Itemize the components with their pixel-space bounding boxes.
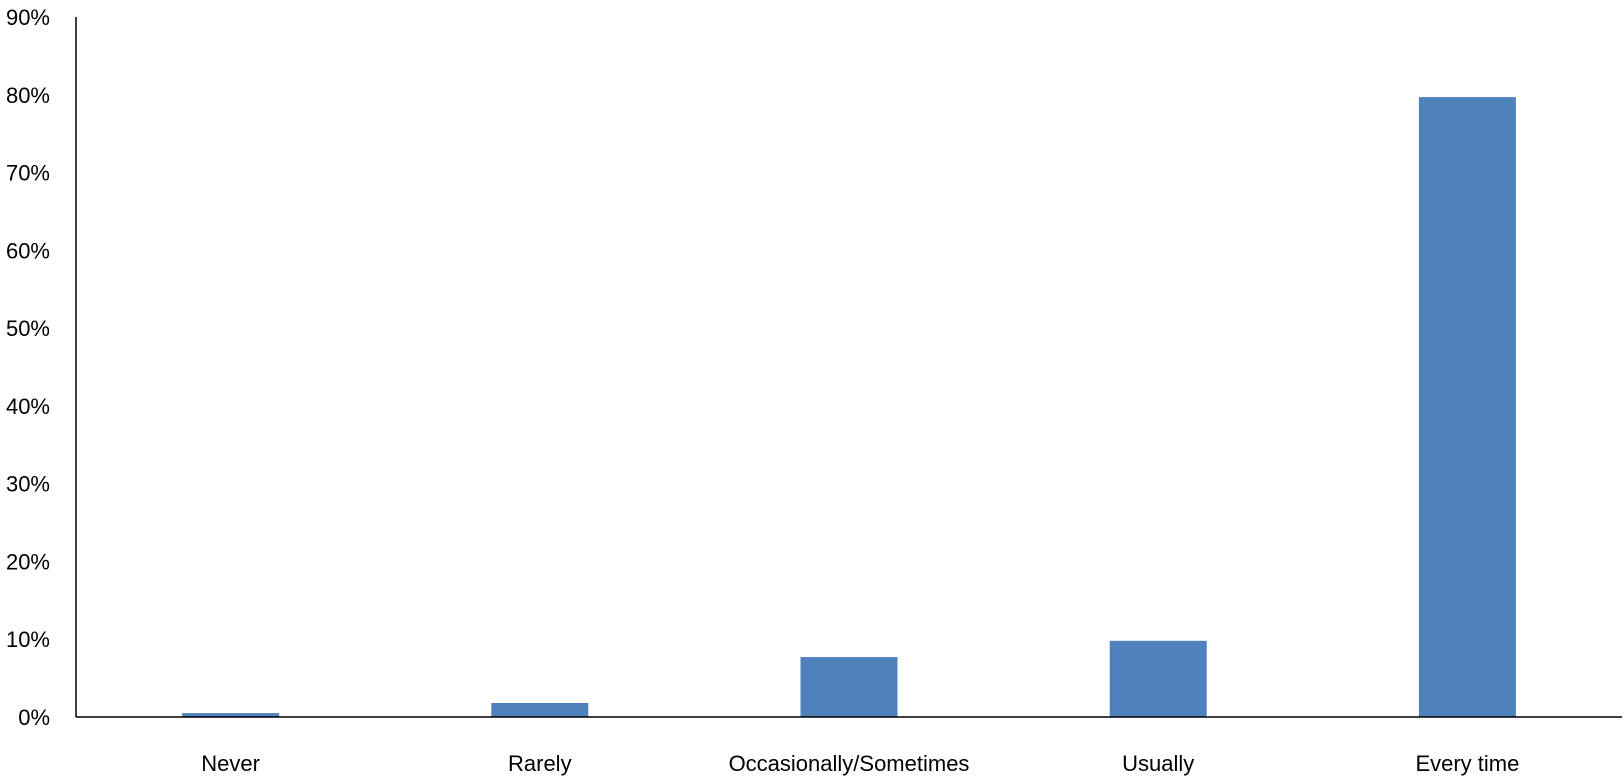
y-tick-label: 80% bbox=[6, 83, 50, 108]
y-tick-label: 90% bbox=[6, 5, 50, 30]
bar-rarely bbox=[491, 703, 588, 717]
x-category-label: Every time bbox=[1415, 751, 1519, 776]
y-tick-label: 50% bbox=[6, 316, 50, 341]
x-category-label: Rarely bbox=[508, 751, 572, 776]
bar-every-time bbox=[1419, 97, 1516, 717]
y-axis-ticks: 0% 10% 20% 30% 40% 50% 60% 70% 80% 90% bbox=[6, 5, 50, 730]
y-tick-label: 0% bbox=[18, 705, 50, 730]
bars bbox=[182, 97, 1516, 717]
x-category-label: Occasionally/Sometimes bbox=[729, 751, 970, 776]
y-tick-label: 20% bbox=[6, 549, 50, 574]
y-tick-label: 60% bbox=[6, 238, 50, 263]
y-tick-label: 70% bbox=[6, 161, 50, 186]
y-tick-label: 10% bbox=[6, 627, 50, 652]
y-tick-label: 40% bbox=[6, 394, 50, 419]
x-category-label: Never bbox=[201, 751, 260, 776]
x-category-label: Usually bbox=[1122, 751, 1194, 776]
x-axis-labels: Never Rarely Occasionally/Sometimes Usually… bbox=[201, 751, 1519, 776]
bar-occasionally-sometimes bbox=[801, 657, 898, 717]
bar-usually bbox=[1110, 641, 1207, 717]
y-tick-label: 30% bbox=[6, 472, 50, 497]
